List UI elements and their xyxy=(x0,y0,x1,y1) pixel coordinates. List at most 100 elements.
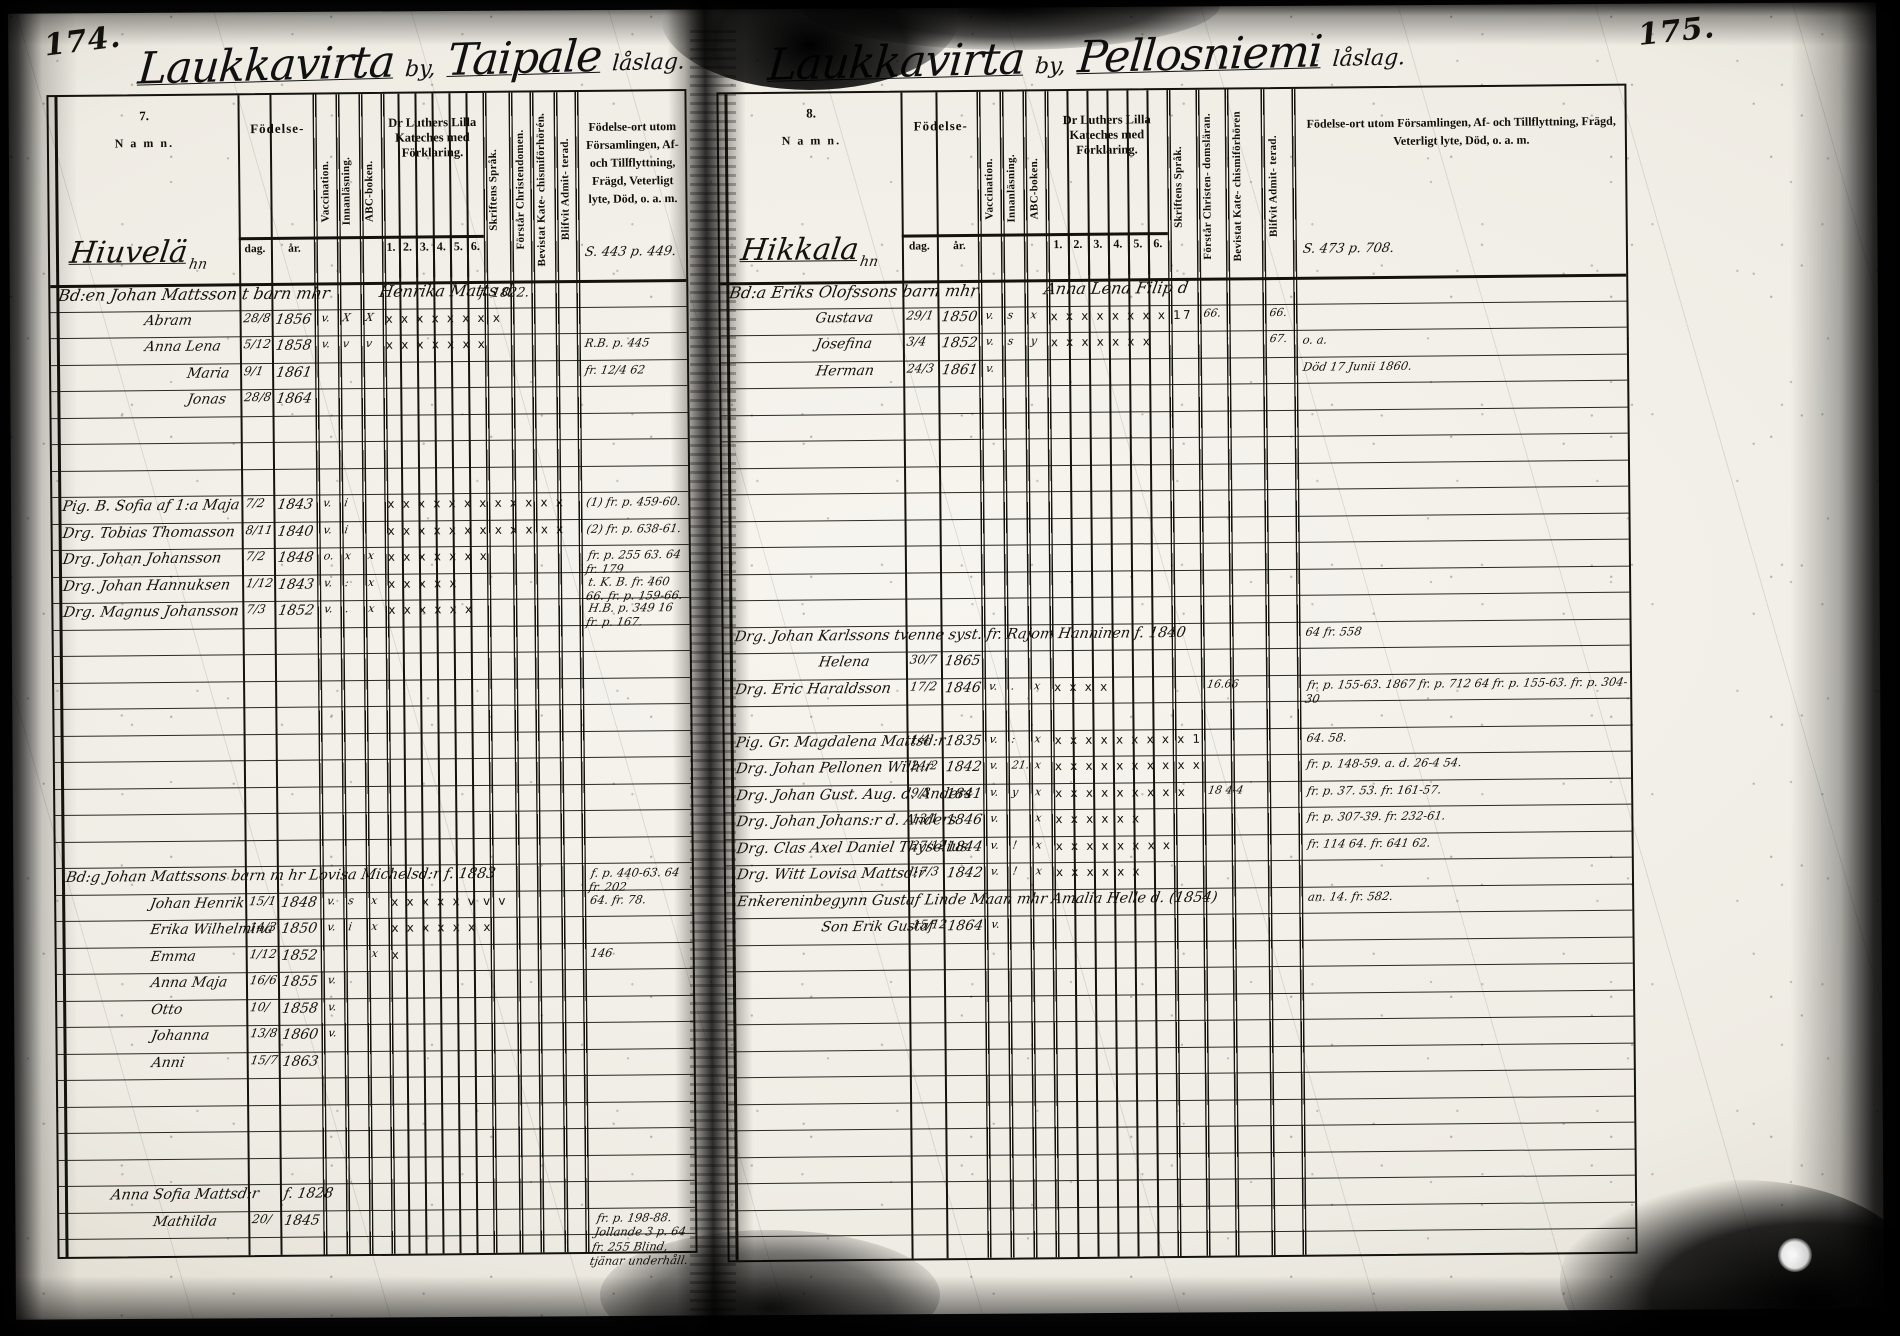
entry-name: Drg. Eric Haraldsson xyxy=(733,680,893,698)
entry-birth-year: 1864 xyxy=(275,390,314,407)
entry-birth-day: 15/1 xyxy=(248,893,278,908)
row-rule-3 xyxy=(721,379,1628,390)
column-rule-2 xyxy=(935,92,949,1259)
row-rule-24 xyxy=(726,936,1633,947)
row-rule-8 xyxy=(722,512,1629,523)
entry-birth-year: 1843 xyxy=(276,496,315,513)
entry-vaccination: v. xyxy=(988,732,1000,746)
entry-name: Drg. Tobias Thomasson xyxy=(61,523,237,542)
entry-birth-day: 30/7 xyxy=(908,652,938,667)
entry-name: Maria xyxy=(185,364,231,382)
row-rule-30 xyxy=(58,1100,695,1109)
entry-birth-day: 9/3 xyxy=(909,784,932,800)
abc-book-header: ABC-boken. xyxy=(1028,157,1041,220)
entry-abc-book: X xyxy=(364,310,375,324)
entry-abc-book: x xyxy=(1034,811,1043,825)
catechism-number-1: 1. xyxy=(1053,237,1063,252)
entry-name: Johan Henrik xyxy=(148,894,246,912)
row-rule-9 xyxy=(722,538,1629,549)
catechism-number-6: 6. xyxy=(1153,236,1163,251)
entry-catechism-marks: x x x x x x x x x x x x xyxy=(387,521,566,538)
village-name-left: Laukkavirta xyxy=(136,36,397,95)
entry-vaccination: o. xyxy=(322,549,335,563)
row-rule-11 xyxy=(723,591,1630,602)
entry-birth-year: 1848 xyxy=(279,894,319,911)
row-rule-4 xyxy=(51,411,688,420)
entry-birth-day: 9/1 xyxy=(242,363,265,378)
register-table-right: 8. N a m n. Födelse-dag. år. Vaccination. Inn… xyxy=(716,83,1638,1263)
entry-notes: fr. p. 148-59. a. d. 26-4 54. xyxy=(1305,755,1463,771)
entry-abc-book: x xyxy=(367,575,376,589)
birth-group-header: Födelse- xyxy=(913,117,968,134)
entry-inner-reading: i xyxy=(343,522,350,536)
row-rule-16 xyxy=(54,729,691,738)
entry-birth-day: 13/8 xyxy=(249,1025,279,1041)
entry-name: Josefina xyxy=(814,335,874,353)
row-rule-7 xyxy=(722,485,1629,496)
entry-name: Drg. Johan Pellonen Wilh:r xyxy=(734,759,934,778)
farm-name: Hikkala xyxy=(738,232,861,269)
entry-name: Pig. B. Sofia af 1:a Maja xyxy=(61,497,241,515)
entry-name: Enkereninbegynn Gustaf Linde Maan mhr Am… xyxy=(735,889,1219,910)
entry-birth-day: 5/12 xyxy=(242,336,272,352)
entry-catechism-marks: x x x x x x x x x x x x xyxy=(387,495,566,511)
row-rule-31 xyxy=(728,1121,1635,1132)
entry-inner-reading: ! xyxy=(1011,838,1019,852)
understands-christianity-header: Förstår Christen- domsläran. xyxy=(1200,113,1215,261)
row-rule-18 xyxy=(55,782,692,791)
entry-inner-reading: x xyxy=(343,549,353,563)
household-notes-header: S. 473 p. 708. xyxy=(1301,240,1396,257)
row-rule-3 xyxy=(51,384,688,393)
entry-vaccination: v. xyxy=(984,361,996,375)
row-rule-10 xyxy=(723,565,1630,576)
entry-name: Jonas xyxy=(186,391,228,408)
row-rule-35 xyxy=(729,1227,1636,1238)
entry-catechism-marks: x x x x x x x x 17 xyxy=(1050,307,1193,323)
by-label-right: by, xyxy=(1034,53,1067,80)
entry-birth-year: 1841 xyxy=(944,785,984,802)
entry-abc-book: y xyxy=(1029,334,1039,348)
entry-birth-year: 1848 xyxy=(276,549,315,566)
household-header-spouse: Anna Lena Filip d xyxy=(1042,277,1190,299)
entry-abc-book: x xyxy=(1034,784,1043,798)
entry-birth-year: 1865 xyxy=(943,652,982,670)
entry-birth-year: 1856 xyxy=(274,311,313,328)
entry-name: Otto xyxy=(149,1001,184,1018)
section-number: 7. xyxy=(139,108,150,124)
row-rule-32 xyxy=(58,1153,695,1162)
laslag-label-right: låslag. xyxy=(1331,45,1407,73)
entry-birth-day: 1/12 xyxy=(248,946,278,961)
entry-abc-book: v xyxy=(364,336,374,351)
household-header-text: Bd:a Eriks Olofssons barn mhr xyxy=(727,280,980,303)
column-rule-6 xyxy=(1044,91,1060,1258)
row-rule-14 xyxy=(54,676,691,685)
entry-vaccination: v. xyxy=(326,973,338,987)
entry-birth-year: 1843 xyxy=(276,576,316,593)
understands-christianity-header: Förstår Christendomen. xyxy=(513,129,527,250)
entry-vaccination: v. xyxy=(327,999,338,1013)
entry-vaccination: v. xyxy=(988,679,999,693)
entry-understands-christianity: 16.66 xyxy=(1206,676,1240,691)
entry-inner-reading: : xyxy=(1010,732,1017,746)
row-rule-5 xyxy=(51,437,688,446)
entry-vaccination: v. xyxy=(326,920,337,934)
entry-catechism-marks: x x x x x x xyxy=(1055,811,1142,827)
entry-inner-reading: . xyxy=(1010,679,1016,693)
row-rule-32 xyxy=(728,1148,1635,1159)
catechism-number-4: 4. xyxy=(1113,236,1123,251)
row-rule-4 xyxy=(721,406,1628,417)
row-rule-20 xyxy=(55,835,692,844)
entry-name: Herman xyxy=(814,362,876,379)
entry-birth-year: 1842 xyxy=(944,758,983,776)
entry-catechism-marks: x x x x x x x x x 1 xyxy=(1054,731,1203,747)
entry-name: Drg. Magnus Johansson xyxy=(62,603,241,621)
entry-notes: fr. p. 155-63. 1867 fr. p. 712 64 fr. p.… xyxy=(1303,674,1629,706)
entry-vaccination: v. xyxy=(988,758,1000,772)
entry-vaccination: v. xyxy=(322,522,334,536)
entry-understands-christianity: 18 4-4 xyxy=(1207,782,1245,797)
row-rule-29 xyxy=(57,1073,694,1082)
entry-catechism-marks: x x x x x x x xyxy=(391,919,493,935)
entry-abc-book: x xyxy=(1029,307,1038,321)
catechism-number-3: 3. xyxy=(419,239,429,254)
household-header-spouse-year: f. 1822. xyxy=(478,285,531,301)
